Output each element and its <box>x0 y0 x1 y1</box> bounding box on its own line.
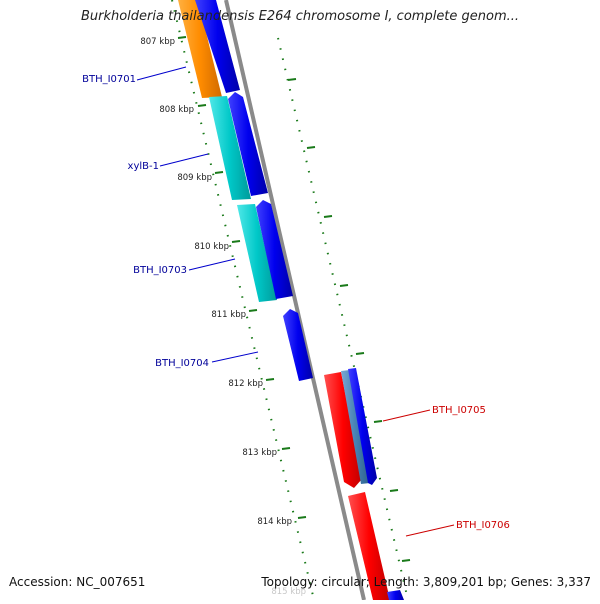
ruler-tick-810 <box>231 240 241 243</box>
ruler-label-810: 810 kbp <box>194 242 229 252</box>
gene-feature-bth-i0701[interactable] <box>178 0 222 98</box>
gene-label-bth-i0704[interactable]: BTH_I0704 <box>155 358 209 369</box>
label-leader-bth-i0706 <box>405 524 455 537</box>
ruler-tick-813 <box>281 447 291 450</box>
ruler-track <box>171 0 315 601</box>
cds-feature-bth-i0705[interactable] <box>348 368 377 485</box>
gene-label-bth-i0703[interactable]: BTH_I0703 <box>133 265 187 276</box>
ruler-label-808: 808 kbp <box>159 105 194 115</box>
ruler-label-813: 813 kbp <box>242 448 277 458</box>
steel-feature-bth-i0705[interactable] <box>341 370 370 484</box>
ruler-label-807: 807 kbp <box>140 37 175 47</box>
cds-feature-bth-i0706[interactable] <box>387 590 404 600</box>
label-leader-bth-i0705 <box>382 409 431 422</box>
cds-feature-bth-i0704[interactable] <box>283 309 313 381</box>
outer-tick <box>323 215 333 218</box>
ruler-tick-812 <box>265 378 275 381</box>
cds-feature-bth-i0703[interactable] <box>256 200 293 299</box>
cds-feature-xylb-1[interactable] <box>228 92 268 196</box>
label-leader-bth-i0703 <box>188 258 236 271</box>
outer-tick <box>339 284 349 287</box>
ruler-tick-809 <box>214 171 224 174</box>
outer-tick <box>373 420 383 423</box>
ruler-tick-807 <box>177 36 187 39</box>
outer-tick <box>355 352 365 355</box>
genome-backbone <box>224 0 366 601</box>
accession-label: Accession: NC_007651 <box>9 575 146 589</box>
ruler-tick-808 <box>197 104 207 107</box>
gene-feature-xylb-1[interactable] <box>209 96 251 200</box>
gene-label-bth-i0706[interactable]: BTH_I0706 <box>456 520 510 531</box>
gene-feature-bth-i0706[interactable] <box>348 492 390 600</box>
ruler-label-809: 809 kbp <box>177 173 212 183</box>
ruler-tick-811 <box>248 309 258 312</box>
ruler-label-812: 812 kbp <box>228 379 263 389</box>
genome-stats-label: Topology: circular; Length: 3,809,201 bp… <box>261 575 591 589</box>
ruler-tick-814 <box>297 516 307 519</box>
ruler-label-811: 811 kbp <box>211 310 246 320</box>
cds-feature-bth-i0701[interactable] <box>195 0 240 93</box>
gene-feature-bth-i0705[interactable] <box>324 372 362 488</box>
gene-label-xylb-1[interactable]: xylB-1 <box>128 161 159 172</box>
outer-tick <box>287 78 297 81</box>
gene-feature-bth-i0703[interactable] <box>237 204 277 302</box>
ruler-label-814: 814 kbp <box>257 517 292 527</box>
label-leader-xylb-1 <box>159 153 209 167</box>
outer-tick <box>401 559 411 562</box>
ruler-label-815-partial: 815 kbp <box>271 587 306 597</box>
ruler-ticks <box>177 36 411 562</box>
label-leader-bth-i0701 <box>136 66 187 81</box>
outer-tick <box>389 489 399 492</box>
map-title: Burkholderia thailandensis E264 chromoso… <box>80 9 520 24</box>
gene-label-bth-i0705[interactable]: BTH_I0705 <box>432 405 486 416</box>
gene-label-bth-i0701[interactable]: BTH_I0701 <box>82 74 136 85</box>
outer-tick <box>306 146 316 149</box>
label-leader-bth-i0704 <box>211 351 259 363</box>
